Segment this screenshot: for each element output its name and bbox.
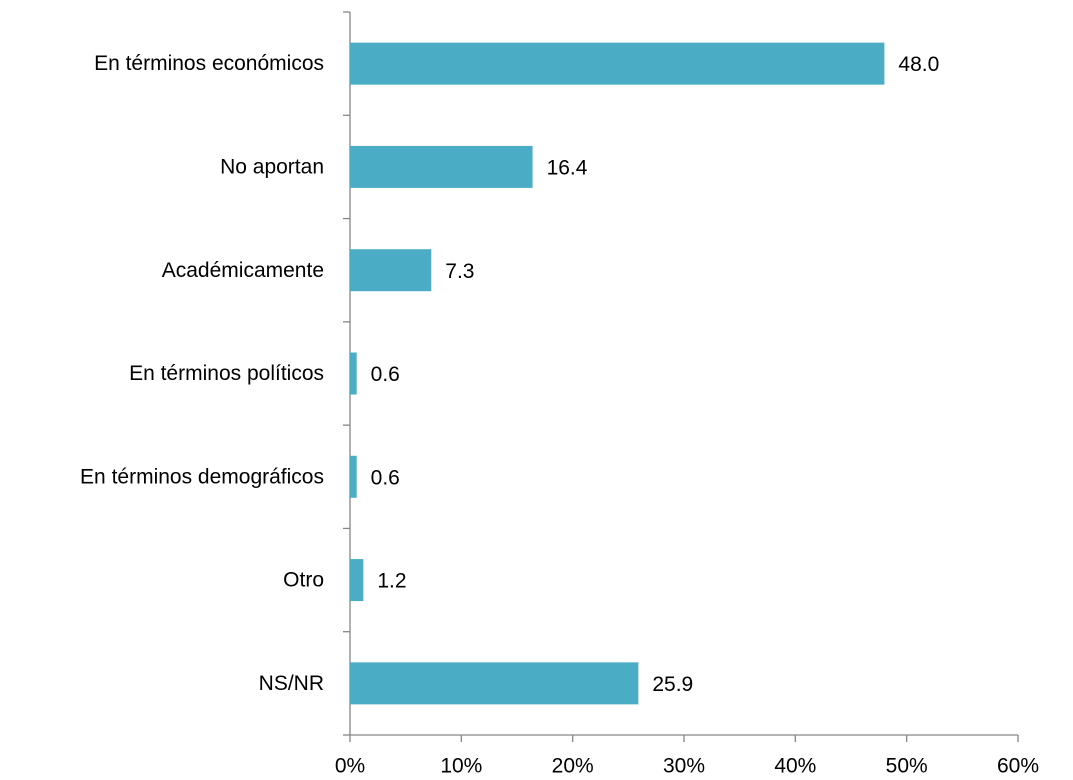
bar — [350, 352, 357, 395]
y-tick-label: En términos políticos — [129, 362, 324, 385]
data-label: 48.0 — [898, 53, 939, 76]
bar — [350, 42, 885, 85]
data-label: 1.2 — [377, 570, 406, 593]
bar — [350, 662, 639, 705]
x-tick-label: 20% — [552, 755, 594, 778]
y-tick-label: En términos económicos — [94, 52, 324, 75]
x-tick-label: 50% — [886, 755, 928, 778]
x-tick-label: 30% — [663, 755, 705, 778]
bar — [350, 455, 357, 498]
x-tick-label: 0% — [335, 755, 365, 778]
y-tick-label: En términos demográficos — [80, 465, 324, 488]
data-label: 25.9 — [652, 673, 693, 696]
bar — [350, 249, 432, 292]
x-tick-label: 10% — [440, 755, 482, 778]
data-label: 0.6 — [371, 363, 400, 386]
data-label: 16.4 — [547, 156, 588, 179]
data-label: 7.3 — [445, 260, 474, 283]
y-tick-label: Otro — [283, 569, 324, 592]
data-label: 0.6 — [371, 466, 400, 489]
y-tick-label: Académicamente — [162, 259, 324, 282]
y-tick-label: NS/NR — [259, 672, 324, 695]
x-tick-label: 40% — [774, 755, 816, 778]
y-tick-label: No aportan — [220, 155, 324, 178]
bar — [350, 145, 533, 188]
bar — [350, 559, 364, 602]
x-tick-label: 60% — [997, 755, 1039, 778]
